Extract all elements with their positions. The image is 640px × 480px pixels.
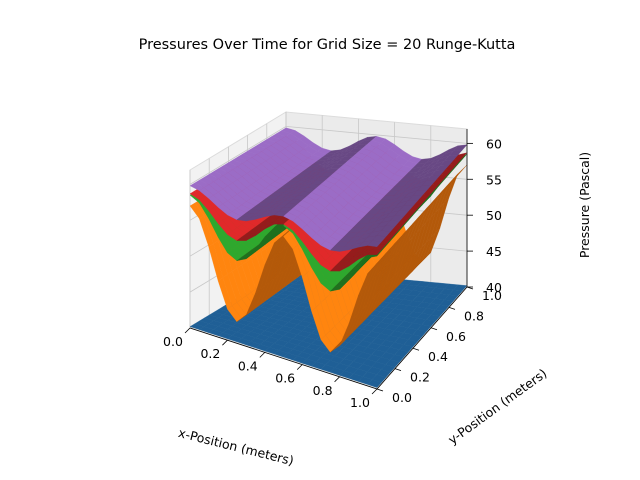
x-tick [371,388,378,395]
y-tick-label: 1.0 [482,288,502,303]
axis-lines [189,129,468,390]
surface-cell [367,379,382,388]
y-tick [412,347,420,351]
surface-cell [367,261,382,274]
y-tick-label: 0.0 [392,390,412,405]
x-axis-label: x-Position (meters) [177,425,296,468]
x-axis-line [189,327,378,390]
y-tick-label: 0.4 [428,349,448,364]
z-tick-label: 50 [486,208,502,223]
z-tick-label: 55 [486,172,502,187]
x-tick [184,327,191,334]
z-tick-label: 45 [486,244,502,259]
y-tick [376,388,384,392]
x-tick [259,352,266,358]
surface-cell [367,249,382,255]
y-tick-label: 0.8 [464,308,484,323]
x-tick-label: 0.4 [238,358,258,373]
y-tick [394,368,402,371]
z-tick-label: 40 [486,280,502,295]
x-tick-label: 0.2 [200,346,220,361]
x-tick [334,376,340,383]
x-tick-label: 0.8 [313,383,333,398]
y-axis-label: y-Position (meters) [445,366,549,448]
axis-ticks: 0.00.20.40.60.81.0 0.00.20.40.60.81.04045… [163,136,502,410]
z-tick-label: 60 [486,136,502,151]
y-tick-label: 0.6 [446,329,466,344]
y-axis-line [376,286,468,390]
y-tick [430,327,438,331]
x-tick [222,339,228,346]
y-tick [448,307,456,310]
z-axis-label: Pressure (Pascal) [577,152,592,258]
x-tick-label: 0.6 [275,371,295,386]
surfaces [189,127,468,388]
z-gridline [189,125,468,185]
x-tick [296,364,303,370]
chart-title: Pressures Over Time for Grid Size = 20 R… [139,37,516,53]
surface-cell [367,240,382,247]
y-tick-label: 0.2 [410,370,430,385]
x-tick-label: 0.0 [163,334,183,349]
x-tick-label: 1.0 [350,395,370,410]
surface-series-4 [189,127,468,252]
